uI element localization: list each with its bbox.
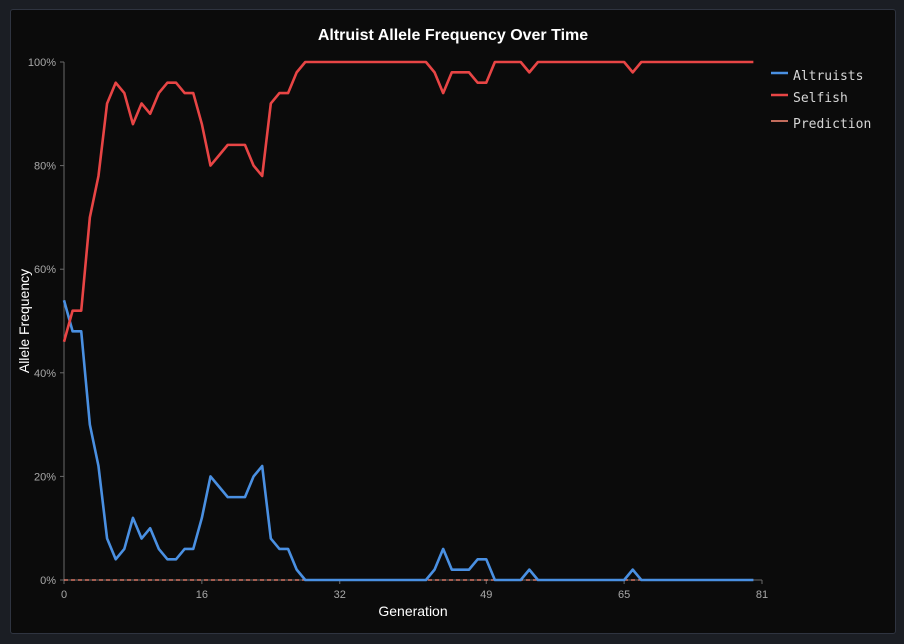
x-tick-label: 49 — [480, 589, 492, 601]
legend-label-altruists: Altruists — [793, 69, 863, 84]
legend-label-prediction: Prediction — [793, 117, 871, 132]
x-tick-label: 0 — [61, 589, 67, 601]
chart-title: Altruist Allele Frequency Over Time — [318, 27, 588, 44]
y-axis-label: Allele Frequency — [16, 269, 32, 373]
y-tick-label: 60% — [34, 264, 56, 276]
x-tick-label: 16 — [196, 589, 208, 601]
legend: Altruists Selfish Prediction — [771, 69, 871, 132]
series-layer — [62, 60, 754, 582]
series-line-selfish — [62, 60, 754, 343]
x-tick-label: 81 — [756, 589, 768, 601]
x-axis-label: Generation — [378, 603, 447, 619]
series-line-altruists — [62, 299, 754, 582]
y-tick-label: 40% — [34, 368, 56, 380]
legend-label-selfish: Selfish — [793, 91, 848, 106]
x-tick-label: 32 — [334, 589, 346, 601]
y-tick-label: 100% — [28, 57, 56, 69]
x-tick-label: 65 — [618, 589, 630, 601]
y-tick-label: 20% — [34, 471, 56, 483]
axes: 0% 20% 40% 60% 80% 100% 0 16 32 49 65 81 — [28, 57, 768, 601]
chart-panel — [10, 9, 896, 634]
y-tick-label: 0% — [40, 575, 56, 587]
y-tick-label: 80% — [34, 161, 56, 173]
